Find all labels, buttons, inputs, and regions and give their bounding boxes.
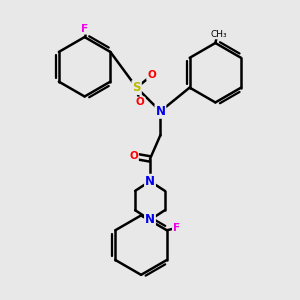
Text: CH₃: CH₃ — [210, 30, 227, 39]
Text: S: S — [132, 81, 141, 94]
Text: O: O — [147, 70, 156, 80]
Text: F: F — [81, 24, 88, 34]
Text: N: N — [145, 175, 155, 188]
Text: N: N — [155, 105, 165, 118]
Text: N: N — [145, 213, 155, 226]
Text: F: F — [173, 223, 180, 233]
Text: O: O — [129, 151, 138, 161]
Text: O: O — [136, 98, 145, 107]
